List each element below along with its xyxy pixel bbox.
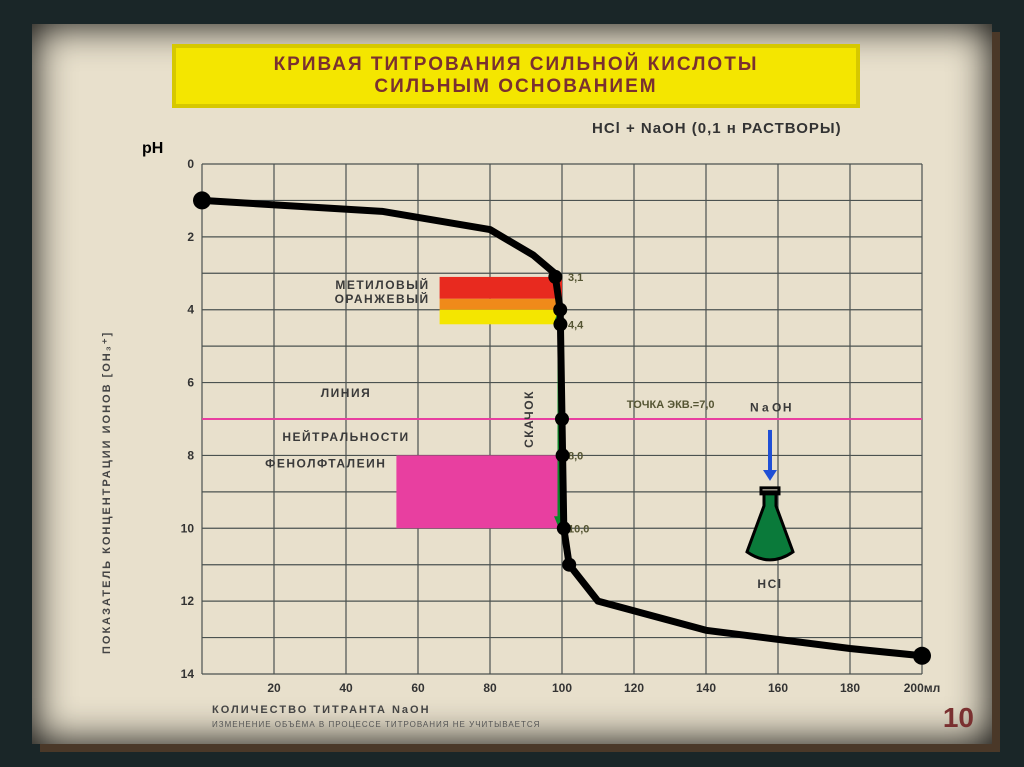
svg-text:180: 180 — [840, 681, 860, 695]
svg-text:60: 60 — [411, 681, 425, 695]
svg-text:100: 100 — [552, 681, 572, 695]
poster: КРИВАЯ ТИТРОВАНИЯ СИЛЬНОЙ КИСЛОТЫ СИЛЬНЫ… — [32, 24, 992, 744]
title-line-1: КРИВАЯ ТИТРОВАНИЯ СИЛЬНОЙ КИСЛОТЫ — [176, 54, 856, 76]
svg-text:160: 160 — [768, 681, 788, 695]
svg-text:140: 140 — [696, 681, 716, 695]
svg-text:8: 8 — [187, 448, 194, 462]
svg-text:200мл: 200мл — [904, 681, 941, 695]
svg-text:N: N — [750, 400, 760, 414]
y-axis-label: pH — [142, 140, 163, 158]
subtitle: HCl + NaOH (0,1 н РАСТВОРЫ) — [592, 120, 842, 137]
svg-text:14: 14 — [181, 667, 195, 681]
svg-text:20: 20 — [267, 681, 281, 695]
svg-text:10,0: 10,0 — [568, 523, 589, 535]
svg-text:СКАЧОК: СКАЧОК — [522, 390, 536, 448]
svg-text:120: 120 — [624, 681, 644, 695]
svg-text:4,4: 4,4 — [568, 319, 584, 331]
page-number: 10 — [943, 702, 974, 734]
svg-text:2: 2 — [187, 229, 194, 243]
title-band: КРИВАЯ ТИТРОВАНИЯ СИЛЬНОЙ КИСЛОТЫ СИЛЬНЫ… — [172, 44, 860, 108]
svg-text:80: 80 — [483, 681, 497, 695]
svg-text:HCl: HCl — [757, 576, 782, 590]
svg-text:МЕТИЛОВЫЙ: МЕТИЛОВЫЙ — [335, 276, 429, 291]
svg-text:3,1: 3,1 — [568, 271, 583, 283]
titration-chart: 20406080100120140160180200мл24681012140М… — [172, 154, 952, 714]
svg-text:10: 10 — [181, 521, 195, 535]
svg-text:ОРАНЖЕВЫЙ: ОРАНЖЕВЫЙ — [335, 290, 430, 305]
svg-text:12: 12 — [181, 594, 195, 608]
title-line-2: СИЛЬНЫМ ОСНОВАНИЕМ — [176, 76, 856, 98]
svg-text:40: 40 — [339, 681, 353, 695]
svg-text:НЕЙТРАЛЬНОСТИ: НЕЙТРАЛЬНОСТИ — [282, 428, 409, 443]
svg-text:ТОЧКА ЭКВ.=7,0: ТОЧКА ЭКВ.=7,0 — [627, 399, 715, 411]
y-axis-label-long: ПОКАЗАТЕЛЬ КОНЦЕНТРАЦИИ ИОНОВ [OH₃⁺] — [100, 330, 113, 653]
x-axis-label: КОЛИЧЕСТВО ТИТРАНТА NaOH — [212, 704, 431, 716]
svg-text:0: 0 — [187, 157, 194, 171]
svg-text:ЛИНИЯ: ЛИНИЯ — [321, 386, 371, 400]
disclaimer: ИЗМЕНЕНИЕ ОБЪЁМА В ПРОЦЕССЕ ТИТРОВАНИЯ Н… — [212, 720, 540, 729]
svg-text:a: a — [762, 400, 770, 414]
svg-text:ФЕНОЛФТАЛЕИН: ФЕНОЛФТАЛЕИН — [265, 456, 386, 470]
svg-text:OH: OH — [772, 400, 793, 414]
svg-text:6: 6 — [187, 375, 194, 389]
svg-text:4: 4 — [187, 302, 194, 316]
svg-text:8,0: 8,0 — [568, 450, 583, 462]
